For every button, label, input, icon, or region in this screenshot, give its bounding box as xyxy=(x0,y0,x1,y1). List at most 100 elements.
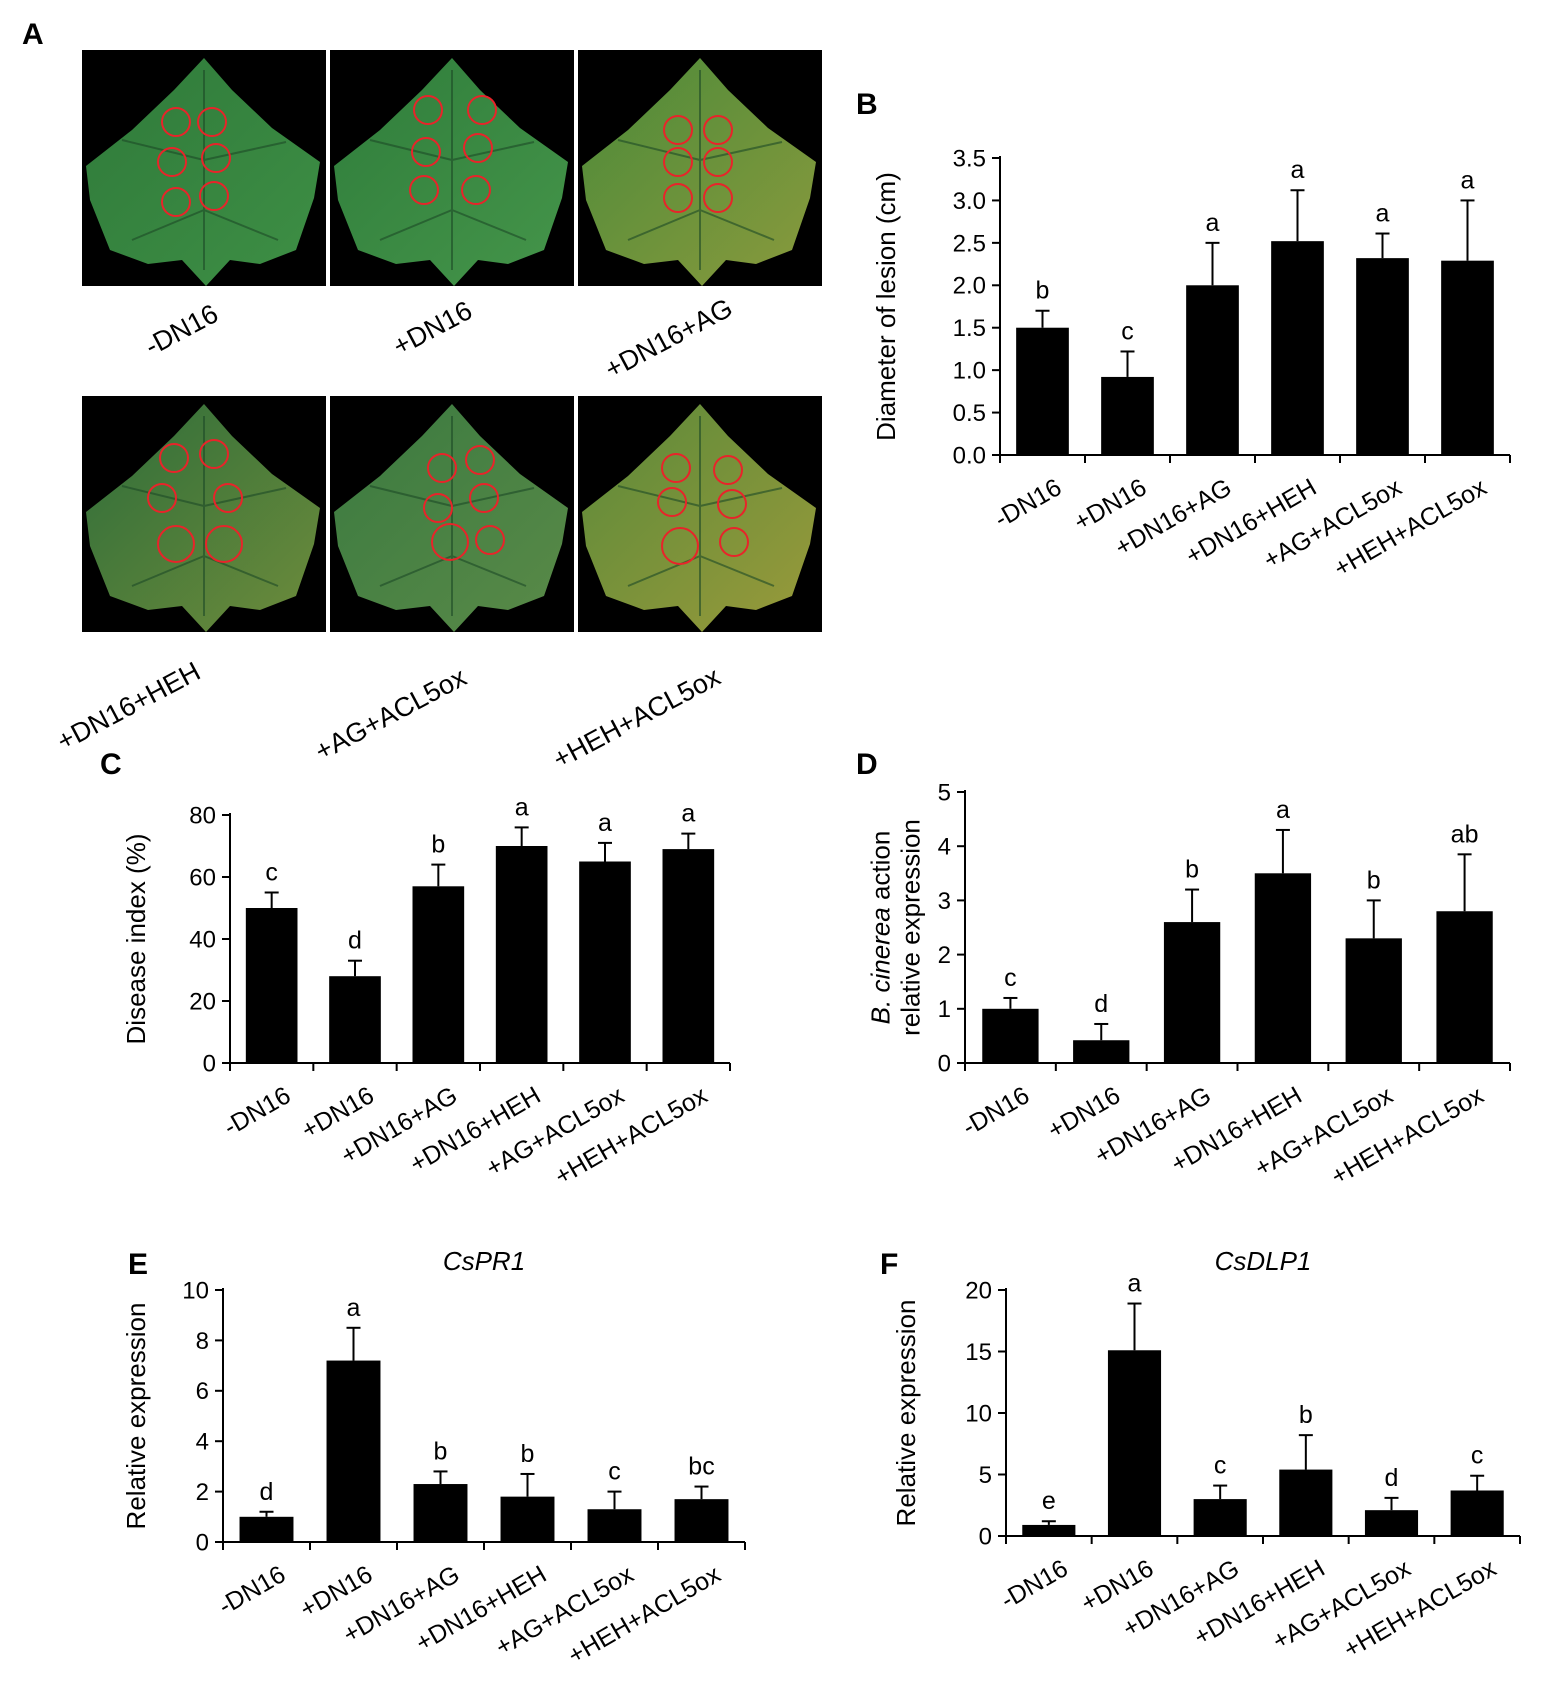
leaf-photo xyxy=(82,50,326,286)
bar xyxy=(1163,922,1221,1063)
significance-letter: a xyxy=(1291,156,1305,184)
inoculation-site-circle xyxy=(469,483,499,513)
y-tick-label: 5 xyxy=(979,1462,992,1489)
bar xyxy=(500,1496,555,1542)
y-tick-label: 15 xyxy=(965,1339,992,1366)
significance-letter: a xyxy=(1461,166,1475,194)
y-tick-label: 20 xyxy=(189,988,216,1015)
bar xyxy=(1364,1510,1419,1536)
bar xyxy=(1073,1040,1130,1063)
photo-label: +AG+ACL5ox xyxy=(310,661,472,767)
inoculation-site-circle xyxy=(413,95,443,125)
significance-letter: d xyxy=(348,927,362,955)
leaf-photo xyxy=(82,396,326,632)
bar xyxy=(982,1008,1039,1063)
significance-letter: d xyxy=(1385,1464,1399,1492)
bar xyxy=(1107,1350,1162,1536)
inoculation-site-circle xyxy=(661,527,699,565)
significance-letter: d xyxy=(1094,990,1108,1018)
bar xyxy=(1450,1490,1504,1536)
y-tick-label: 20 xyxy=(965,1277,992,1304)
x-category-label: +HEH+ACL5ox xyxy=(1326,1081,1488,1191)
y-axis-label: Disease index (%) xyxy=(121,834,151,1045)
inoculation-site-circle xyxy=(199,181,229,211)
significance-letter: a xyxy=(1376,200,1390,228)
y-axis-label: B. cinerea action xyxy=(865,831,895,1025)
inoculation-site-circle xyxy=(427,453,457,483)
bar xyxy=(587,1509,642,1542)
inoculation-site-circle xyxy=(719,527,749,557)
bar xyxy=(1441,260,1494,455)
leaf-veins xyxy=(369,416,535,616)
inoculation-site-circle xyxy=(703,147,733,177)
significance-letter: e xyxy=(1042,1487,1056,1515)
bar xyxy=(579,861,631,1063)
inoculation-site-circle xyxy=(703,183,733,213)
bar xyxy=(412,886,465,1063)
y-tick-label: 2 xyxy=(938,942,951,969)
y-tick-label: 0.5 xyxy=(953,400,986,427)
leaf-photo xyxy=(330,50,574,286)
chart-csdlp1-expression: 05101520e-DN16a+DN16c+DN16+AGb+DN16+HEHd… xyxy=(891,1246,1521,1664)
panel-letter-c: C xyxy=(100,748,122,781)
y-tick-label: 6 xyxy=(196,1378,209,1405)
leaf-photo xyxy=(578,50,822,286)
significance-letter: a xyxy=(1276,796,1290,824)
inoculation-site-circle xyxy=(663,115,693,145)
inoculation-site-circle xyxy=(461,175,491,205)
panel-letter-e: E xyxy=(128,1248,149,1281)
panel-letter-d: D xyxy=(856,748,878,781)
leaf-veins xyxy=(617,70,783,270)
inoculation-site-circle xyxy=(663,183,693,213)
inoculation-site-circle xyxy=(657,487,687,517)
y-tick-label: 3 xyxy=(938,888,951,915)
bar xyxy=(1193,1499,1247,1536)
bar xyxy=(1186,285,1239,455)
y-tick-label: 5 xyxy=(938,779,951,806)
y-tick-label: 2.5 xyxy=(953,230,986,257)
bar xyxy=(245,908,298,1063)
bar xyxy=(329,976,381,1063)
y-axis-label: Relative expression xyxy=(121,1303,151,1530)
inoculation-site-circle xyxy=(713,455,743,485)
panel-letter-a: A xyxy=(22,18,44,51)
y-axis-label-line2: relative expression xyxy=(895,819,925,1036)
y-tick-label: 40 xyxy=(189,926,216,953)
significance-letter: b xyxy=(1367,866,1381,894)
chart-title: CsDLP1 xyxy=(1215,1246,1312,1276)
x-category-label: -DN16 xyxy=(219,1081,296,1141)
significance-letter: a xyxy=(598,809,612,837)
y-tick-label: 0 xyxy=(196,1529,209,1556)
y-tick-label: 4 xyxy=(196,1429,209,1456)
bar xyxy=(1016,327,1069,455)
significance-letter: b xyxy=(431,831,445,859)
y-tick-label: 0 xyxy=(938,1050,951,1077)
inoculation-site-circle xyxy=(197,107,227,137)
significance-letter: b xyxy=(521,1440,535,1468)
significance-letter: b xyxy=(434,1437,448,1465)
significance-letter: c xyxy=(265,859,278,887)
bar xyxy=(495,846,548,1063)
chart-disease-index: 020406080c-DN16d+DN16b+DN16+AGa+DN16+HEH… xyxy=(121,793,731,1191)
significance-letter: a xyxy=(347,1294,361,1322)
bar xyxy=(1356,258,1409,455)
significance-letter: c xyxy=(608,1458,621,1486)
chart-title: CsPR1 xyxy=(443,1246,525,1276)
inoculation-site-circle xyxy=(475,525,505,555)
photo-label: +DN16+HEH xyxy=(52,656,206,757)
inoculation-site-circle xyxy=(467,95,497,125)
inoculation-site-circle xyxy=(717,489,747,519)
leaf-veins xyxy=(121,416,287,616)
significance-letter: b xyxy=(1299,1401,1313,1429)
inoculation-site-circle xyxy=(201,143,231,173)
x-category-label: +HEH+ACL5ox xyxy=(1339,1554,1501,1664)
significance-letter: c xyxy=(1214,1452,1227,1480)
chart-lesion-diameter: 0.00.51.01.52.02.53.03.5b-DN16c+DN16a+DN… xyxy=(871,145,1511,583)
y-tick-label: 3.0 xyxy=(953,188,986,215)
bar xyxy=(1101,376,1154,455)
bar xyxy=(1254,873,1312,1063)
y-tick-label: 4 xyxy=(938,834,951,861)
significance-letter: a xyxy=(1128,1270,1142,1298)
bar xyxy=(674,1499,729,1542)
leaf-photo xyxy=(578,396,822,632)
